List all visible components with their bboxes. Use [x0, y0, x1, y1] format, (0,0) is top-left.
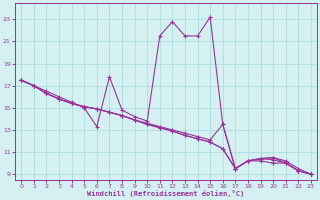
X-axis label: Windchill (Refroidissement éolien,°C): Windchill (Refroidissement éolien,°C): [87, 190, 245, 197]
